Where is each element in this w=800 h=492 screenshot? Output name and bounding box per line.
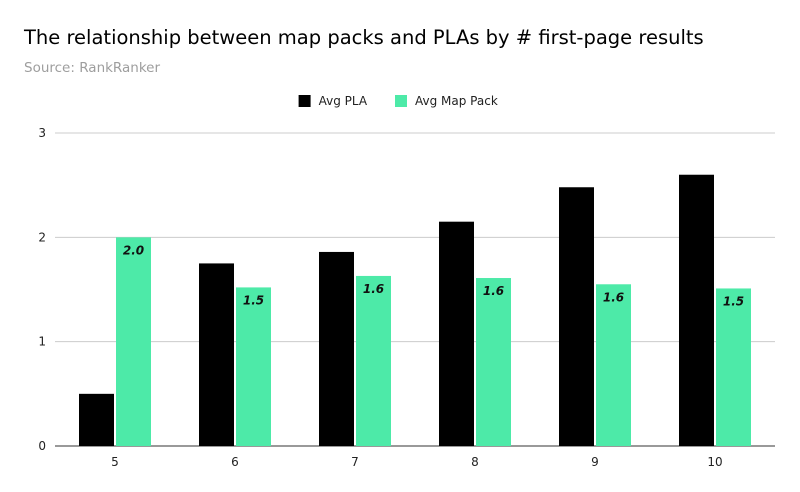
- data-label: 1.6: [483, 284, 504, 298]
- bar-avg-pla: [679, 174, 714, 446]
- bar-avg-map-pack: [116, 237, 151, 446]
- x-tick-label: 7: [351, 455, 359, 469]
- legend-swatch: [298, 95, 311, 107]
- x-tick-label: 10: [707, 455, 722, 469]
- bar-avg-map-pack: [236, 287, 271, 446]
- legend-label: Avg Map Pack: [415, 94, 498, 108]
- y-tick-label: 3: [38, 126, 46, 140]
- legend-label: Avg PLA: [319, 94, 368, 108]
- chart-subtitle: Source: RankRanker: [24, 60, 161, 76]
- chart-title: The relationship between map packs and P…: [24, 26, 704, 49]
- x-tick-label: 6: [231, 455, 239, 469]
- data-label: 1.6: [363, 282, 384, 296]
- bar-avg-pla: [79, 393, 114, 446]
- data-label: 1.6: [603, 290, 624, 304]
- bar-avg-map-pack: [476, 278, 511, 446]
- data-label: 1.5: [723, 294, 744, 308]
- data-label: 1.5: [243, 293, 264, 307]
- x-tick-label: 8: [471, 455, 479, 469]
- y-tick-label: 2: [38, 230, 46, 244]
- bar-avg-pla: [559, 187, 594, 446]
- bar-avg-map-pack: [596, 284, 631, 446]
- bar-avg-pla: [439, 221, 474, 446]
- bar-avg-pla: [319, 251, 354, 446]
- x-tick-label: 5: [111, 455, 119, 469]
- y-tick-label: 1: [38, 335, 46, 349]
- data-label: 2.0: [123, 243, 144, 257]
- bar-avg-map-pack: [356, 275, 391, 446]
- bar-avg-map-pack: [716, 288, 751, 446]
- x-tick-label: 9: [591, 455, 599, 469]
- bar-avg-pla: [199, 263, 234, 446]
- legend-swatch: [395, 95, 407, 107]
- y-tick-label: 0: [38, 439, 46, 453]
